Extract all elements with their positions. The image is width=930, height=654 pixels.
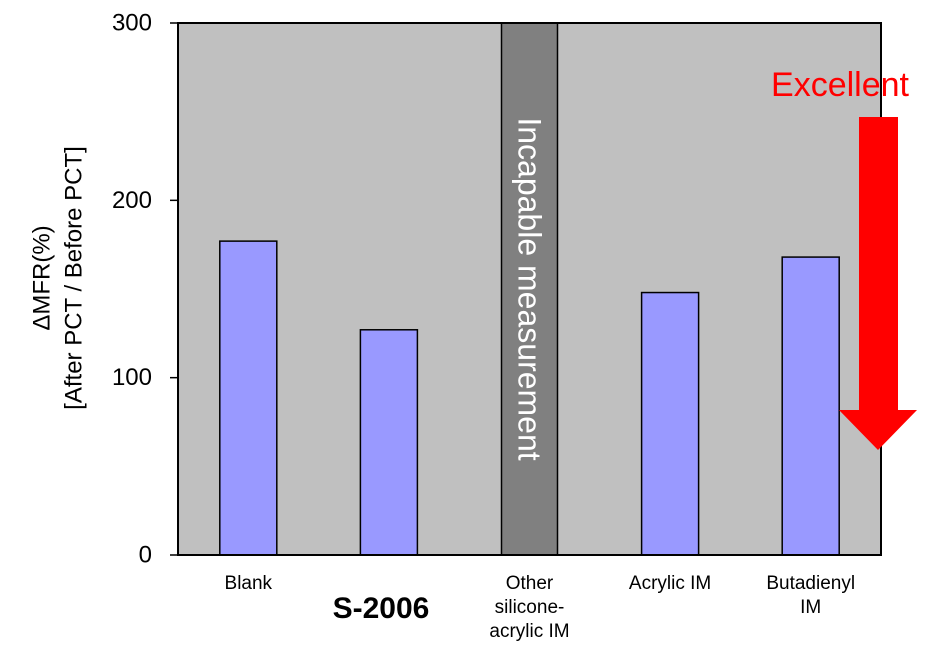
x-tick-label: acrylic IM (489, 621, 569, 642)
x-tick-label: Blank (225, 573, 273, 594)
x-tick-label: Butadienyl (766, 573, 855, 594)
bar (781, 256, 840, 556)
incapable-label: Incapable measurement (512, 117, 548, 460)
y-tick-label: 200 (112, 187, 152, 214)
x-tick-label: Other (506, 573, 554, 594)
excellent-arrow (839, 117, 917, 450)
y-axis-title: [After PCT / Before PCT] (61, 146, 88, 410)
incapable-band (500, 22, 559, 556)
bar (640, 291, 700, 556)
bar (219, 240, 278, 556)
bar (359, 329, 419, 556)
x-tick-label: IM (800, 597, 821, 618)
y-tick-label: 0 (139, 542, 152, 569)
x-tick-label: silicone- (495, 597, 565, 618)
y-tick-label: 300 (112, 10, 152, 37)
y-axis-title: ΔMFR(%) (29, 225, 56, 330)
excellent-label: Excellent (771, 66, 910, 104)
x-tick-label: Acrylic IM (629, 573, 711, 594)
y-tick-label: 100 (112, 364, 152, 391)
s2006-label: S-2006 (333, 592, 430, 625)
